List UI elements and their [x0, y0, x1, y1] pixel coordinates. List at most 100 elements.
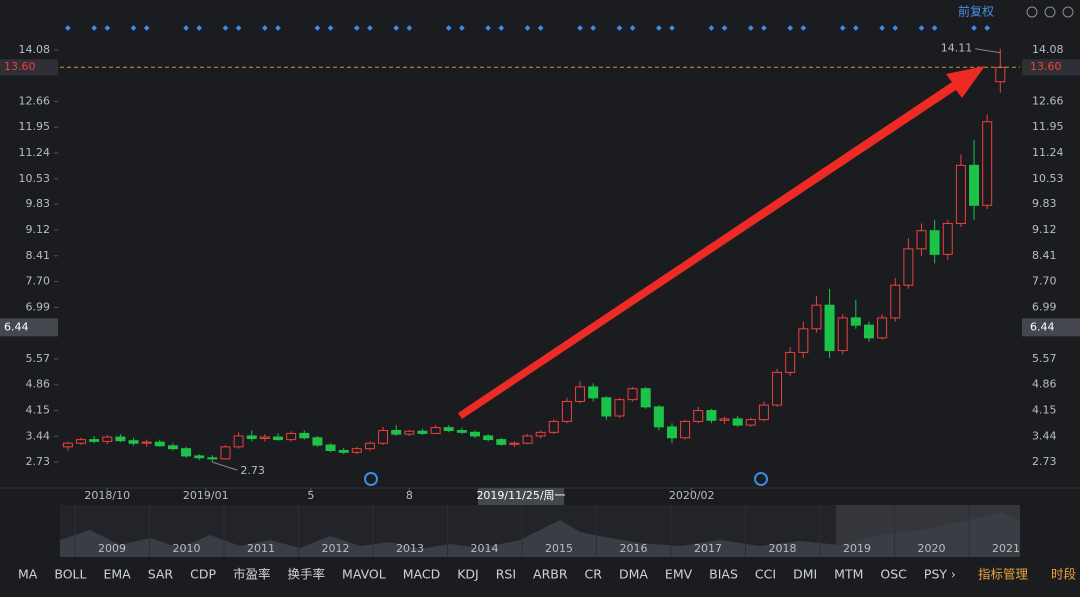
candle-body	[194, 455, 205, 459]
toolbar-item[interactable]: CCI	[755, 567, 776, 582]
candle-body	[89, 439, 100, 442]
toolbar-item[interactable]: KDJ	[457, 567, 479, 582]
signal-dot	[931, 25, 938, 31]
signal-dot	[367, 25, 373, 31]
toolbar-item[interactable]: CDP	[190, 567, 216, 582]
navigator-year: 2010	[173, 542, 201, 555]
candle-body	[299, 432, 310, 439]
candle-body	[456, 430, 467, 433]
toolbar-item[interactable]: MTM	[834, 567, 863, 582]
high-pointer	[975, 48, 1001, 54]
toolbar-item[interactable]: MA	[18, 567, 38, 582]
toolbar-item[interactable]: 市盈率	[233, 567, 271, 582]
signal-dot	[590, 25, 597, 31]
navigator-year: 2018	[769, 542, 797, 555]
y-tick-label-right: 4.86	[1032, 378, 1057, 391]
zoom-in-icon[interactable]	[1062, 6, 1074, 18]
toolbar-item[interactable]: OSC	[880, 567, 907, 582]
toolbar-item[interactable]: SAR	[148, 567, 174, 582]
signal-dot	[524, 25, 531, 31]
y-tick-label: 10.53	[19, 172, 51, 185]
candle-body	[496, 439, 507, 445]
navigator-year: 2013	[396, 542, 424, 555]
candle-body	[785, 351, 796, 373]
candle-body	[364, 442, 375, 450]
candle-body	[286, 432, 297, 441]
toolbar-item[interactable]: MACD	[403, 567, 440, 582]
window-buttons[interactable]	[1026, 6, 1074, 18]
candle-body	[575, 386, 586, 402]
signal-dot	[445, 25, 452, 31]
toolbar-right[interactable]: 时段	[1051, 567, 1076, 582]
candle-body	[732, 418, 743, 426]
y-tick-label-right: 14.08	[1032, 43, 1064, 56]
candle-body	[207, 457, 218, 460]
candle-body	[693, 410, 704, 422]
candle-body	[535, 431, 546, 437]
toolbar-item[interactable]: EMV	[665, 567, 693, 582]
signal-dot	[262, 25, 268, 31]
candle-body	[102, 436, 113, 442]
y-tick-label: 4.86	[26, 378, 51, 391]
low-pointer	[212, 461, 238, 471]
navigator-year: 2015	[545, 542, 573, 555]
toolbar-item[interactable]: DMA	[619, 567, 648, 582]
last-price-box	[0, 59, 58, 76]
signal-dot	[879, 25, 885, 31]
crosshair-date-label: 2019/11/25/周一	[476, 489, 565, 502]
signal-dot	[235, 25, 242, 31]
toolbar-more[interactable]: ›	[951, 568, 956, 582]
event-marker[interactable]	[364, 472, 378, 486]
signal-dot	[196, 25, 203, 31]
refresh-icon[interactable]	[1026, 6, 1038, 18]
candle-body	[601, 397, 612, 417]
candle-body	[417, 430, 428, 434]
toolbar-item[interactable]: CR	[585, 567, 603, 582]
signal-dot	[800, 25, 807, 31]
candle-body	[942, 222, 953, 255]
toolbar-item[interactable]: PSY	[924, 567, 947, 582]
y-tick-label: 9.12	[26, 223, 51, 236]
toolbar-item[interactable]: 换手率	[288, 567, 326, 582]
candle-body	[76, 439, 87, 444]
signal-dot	[787, 25, 794, 31]
zoom-out-icon[interactable]	[1044, 6, 1056, 18]
toolbar-item[interactable]: BIAS	[709, 567, 738, 582]
signal-dot	[669, 25, 675, 31]
candle-body	[181, 448, 192, 457]
toolbar-item[interactable]: RSI	[496, 567, 516, 582]
signal-dot	[853, 25, 859, 31]
candle-body	[62, 442, 73, 448]
candle-body	[338, 449, 349, 453]
toolbar-item[interactable]: EMA	[103, 567, 131, 582]
last-price-label: 13.60	[1030, 60, 1062, 73]
toolbar-item[interactable]: MAVOL	[342, 567, 386, 582]
signal-dot	[353, 25, 360, 31]
y-tick-label-right: 4.15	[1032, 404, 1057, 417]
candle-body	[653, 406, 664, 428]
candle-body	[837, 317, 848, 352]
adjust-button[interactable]: 前复权	[958, 4, 994, 19]
candle-body	[982, 121, 993, 206]
toolbar-item[interactable]: BOLL	[54, 567, 86, 582]
signal-dot	[708, 25, 715, 31]
signal-dot	[393, 25, 400, 31]
crosshair-price-label: 6.44	[1030, 320, 1055, 333]
toolbar-item[interactable]: ARBR	[533, 567, 568, 582]
candle-body	[312, 437, 323, 446]
toolbar-right[interactable]: 指标管理	[978, 567, 1029, 582]
candle-body	[666, 426, 677, 439]
toolbar-item[interactable]: DMI	[793, 567, 817, 582]
event-marker[interactable]	[754, 472, 768, 486]
y-tick-label: 4.15	[26, 404, 51, 417]
y-tick-label-right: 9.83	[1032, 197, 1057, 210]
y-tick-label-right: 12.66	[1032, 94, 1064, 107]
crosshair-box	[1022, 318, 1080, 337]
signal-dot	[984, 25, 990, 31]
signal-dot	[721, 25, 728, 31]
y-tick-label-right: 3.44	[1032, 429, 1057, 442]
candle-body	[273, 436, 284, 441]
navigator-year: 2020	[918, 542, 946, 555]
candle-body	[259, 436, 270, 440]
